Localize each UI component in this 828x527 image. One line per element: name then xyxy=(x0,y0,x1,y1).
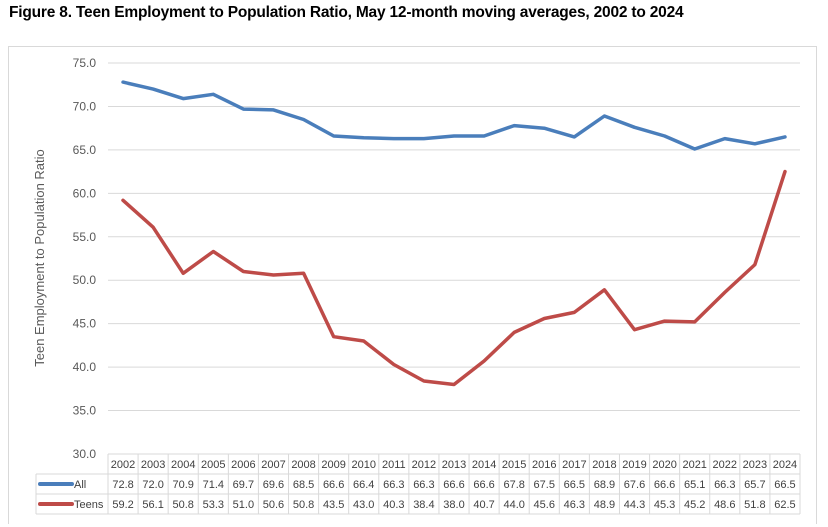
table-cell: 66.4 xyxy=(353,479,374,491)
y-tick-label: 70.0 xyxy=(73,99,97,113)
table-cell: 50.6 xyxy=(263,499,284,511)
x-tick-label: 2014 xyxy=(472,459,496,471)
x-tick-label: 2022 xyxy=(713,459,737,471)
table-cell: 66.5 xyxy=(564,479,585,491)
x-tick-label: 2008 xyxy=(291,459,315,471)
table-cell: 69.6 xyxy=(263,479,284,491)
x-tick-label: 2015 xyxy=(502,459,526,471)
table-cell: 66.3 xyxy=(413,479,434,491)
table-cell: 50.8 xyxy=(293,499,314,511)
table-cell: 43.5 xyxy=(323,499,344,511)
table-cell: 67.8 xyxy=(503,479,524,491)
table-cell: 40.3 xyxy=(383,499,404,511)
table-cell: 44.0 xyxy=(503,499,524,511)
table-cell: 48.6 xyxy=(714,499,735,511)
table-cell: 38.0 xyxy=(443,499,464,511)
x-tick-label: 2005 xyxy=(201,459,225,471)
x-tick-label: 2002 xyxy=(111,459,135,471)
x-tick-label: 2007 xyxy=(261,459,285,471)
gridlines xyxy=(108,62,800,412)
table-cell: 45.3 xyxy=(654,499,675,511)
x-tick-label: 2017 xyxy=(562,459,586,471)
x-tick-label: 2013 xyxy=(442,459,466,471)
y-axis-ticks: 30.0 35.0 40.0 45.0 50.0 55.0 60.0 65.0 70.0 75.0 xyxy=(73,56,97,461)
table-cell: 66.6 xyxy=(323,479,344,491)
legend-label-teens: Teens xyxy=(74,499,104,511)
table-cell: 66.6 xyxy=(443,479,464,491)
table-cell: 51.8 xyxy=(744,499,765,511)
y-tick-label: 55.0 xyxy=(73,230,97,244)
series-lines xyxy=(121,80,787,387)
y-tick-label: 60.0 xyxy=(73,186,97,200)
x-tick-label: 2024 xyxy=(773,459,797,471)
table-cell: 48.9 xyxy=(594,499,615,511)
table-cell: 50.8 xyxy=(173,499,194,511)
table-cell: 45.6 xyxy=(534,499,555,511)
y-axis-label: Teen Employment to Population Ratio xyxy=(32,149,47,367)
table-cell: 65.7 xyxy=(744,479,765,491)
x-tick-label: 2020 xyxy=(652,459,676,471)
x-tick-label: 2009 xyxy=(321,459,345,471)
figure-title: Figure 8. Teen Employment to Population … xyxy=(9,4,684,21)
table-cell: 66.3 xyxy=(714,479,735,491)
x-tick-label: 2011 xyxy=(382,459,406,471)
x-tick-label: 2010 xyxy=(351,459,375,471)
y-tick-label: 50.0 xyxy=(73,273,97,287)
y-tick-label: 75.0 xyxy=(73,56,97,70)
table-cell: 62.5 xyxy=(774,499,795,511)
table-cell: 44.3 xyxy=(624,499,645,511)
table-cell: 66.6 xyxy=(473,479,494,491)
table-cell: 71.4 xyxy=(203,479,224,491)
table-cell: 72.0 xyxy=(142,479,163,491)
table-cell: 68.9 xyxy=(594,479,615,491)
legend-label-all: All xyxy=(74,479,86,491)
x-tick-label: 2004 xyxy=(171,459,195,471)
table-cell: 67.5 xyxy=(534,479,555,491)
table-cell: 66.3 xyxy=(383,479,404,491)
table-cell: 69.7 xyxy=(233,479,254,491)
table-cell: 72.8 xyxy=(112,479,133,491)
x-tick-label: 2003 xyxy=(141,459,165,471)
y-tick-label: 65.0 xyxy=(73,143,97,157)
table-cell: 65.1 xyxy=(684,479,705,491)
y-tick-label: 45.0 xyxy=(73,317,97,331)
x-tick-label: 2006 xyxy=(231,459,255,471)
table-cell: 40.7 xyxy=(473,499,494,511)
table-cell: 43.0 xyxy=(353,499,374,511)
table-cell: 70.9 xyxy=(173,479,194,491)
series-line-all xyxy=(121,80,787,151)
table-cell: 56.1 xyxy=(142,499,163,511)
x-tick-label: 2023 xyxy=(743,459,767,471)
chart-frame xyxy=(8,46,817,524)
y-tick-label: 40.0 xyxy=(73,360,97,374)
x-tick-label: 2018 xyxy=(592,459,616,471)
table-cell: 66.6 xyxy=(654,479,675,491)
y-tick-label: 30.0 xyxy=(73,447,97,461)
table-cell: 66.5 xyxy=(774,479,795,491)
table-cell: 68.5 xyxy=(293,479,314,491)
x-tick-label: 2019 xyxy=(622,459,646,471)
x-tick-label: 2016 xyxy=(532,459,556,471)
y-tick-label: 35.0 xyxy=(73,404,97,418)
x-tick-label: 2012 xyxy=(412,459,436,471)
table-cell: 45.2 xyxy=(684,499,705,511)
series-line-teens xyxy=(121,169,787,387)
table-cell: 46.3 xyxy=(564,499,585,511)
table-cell: 67.6 xyxy=(624,479,645,491)
table-cell: 38.4 xyxy=(413,499,434,511)
table-cell: 51.0 xyxy=(233,499,254,511)
data-table: 2002 2003 2004 2005 2006 2007 2008 2009 2010 2011… xyxy=(35,453,801,515)
x-tick-label: 2021 xyxy=(682,459,706,471)
table-cell: 59.2 xyxy=(112,499,133,511)
table-cell: 53.3 xyxy=(203,499,224,511)
